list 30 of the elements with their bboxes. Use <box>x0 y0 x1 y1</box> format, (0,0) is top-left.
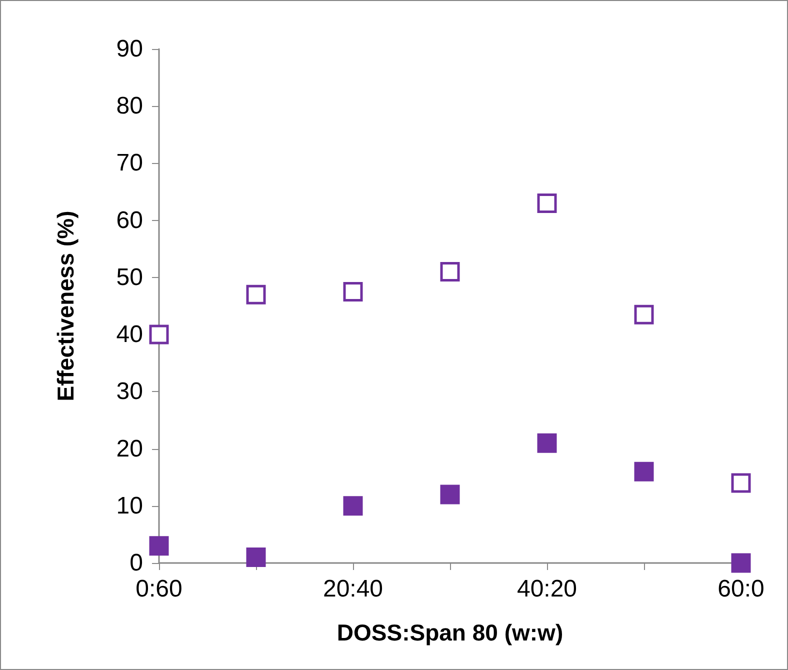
y-tick-label: 70 <box>116 150 143 177</box>
point <box>440 262 460 282</box>
y-tick-label: 50 <box>116 264 143 291</box>
y-tick-label: 40 <box>116 321 143 348</box>
point <box>731 553 751 573</box>
point <box>634 304 654 324</box>
x-tick-label: 60:0 <box>718 576 764 602</box>
y-tick-label: 10 <box>116 492 143 520</box>
point <box>440 484 460 504</box>
point <box>731 473 751 493</box>
point <box>246 284 266 304</box>
point <box>634 462 654 482</box>
y-axis-title: Effectiveness (%) <box>52 210 78 402</box>
y-tick-label: 0 <box>130 550 143 576</box>
point <box>246 548 266 568</box>
point <box>537 193 557 213</box>
y-tick-label: 80 <box>116 92 143 120</box>
x-tick-label: 20:40 <box>322 576 384 602</box>
point <box>149 324 169 344</box>
x-axis-title: DOSS:Span 80 (w:w) <box>336 620 564 646</box>
point <box>537 433 557 453</box>
point <box>343 496 363 516</box>
x-tick-label: 0:60 <box>136 576 182 602</box>
y-tick-label: 20 <box>116 435 143 462</box>
y-tick-label: 60 <box>116 206 143 234</box>
y-tick-label: 30 <box>116 378 143 406</box>
x-tick-label: 40:20 <box>516 576 578 602</box>
point <box>343 282 363 302</box>
point <box>149 536 169 556</box>
y-tick-label: 90 <box>116 36 143 62</box>
